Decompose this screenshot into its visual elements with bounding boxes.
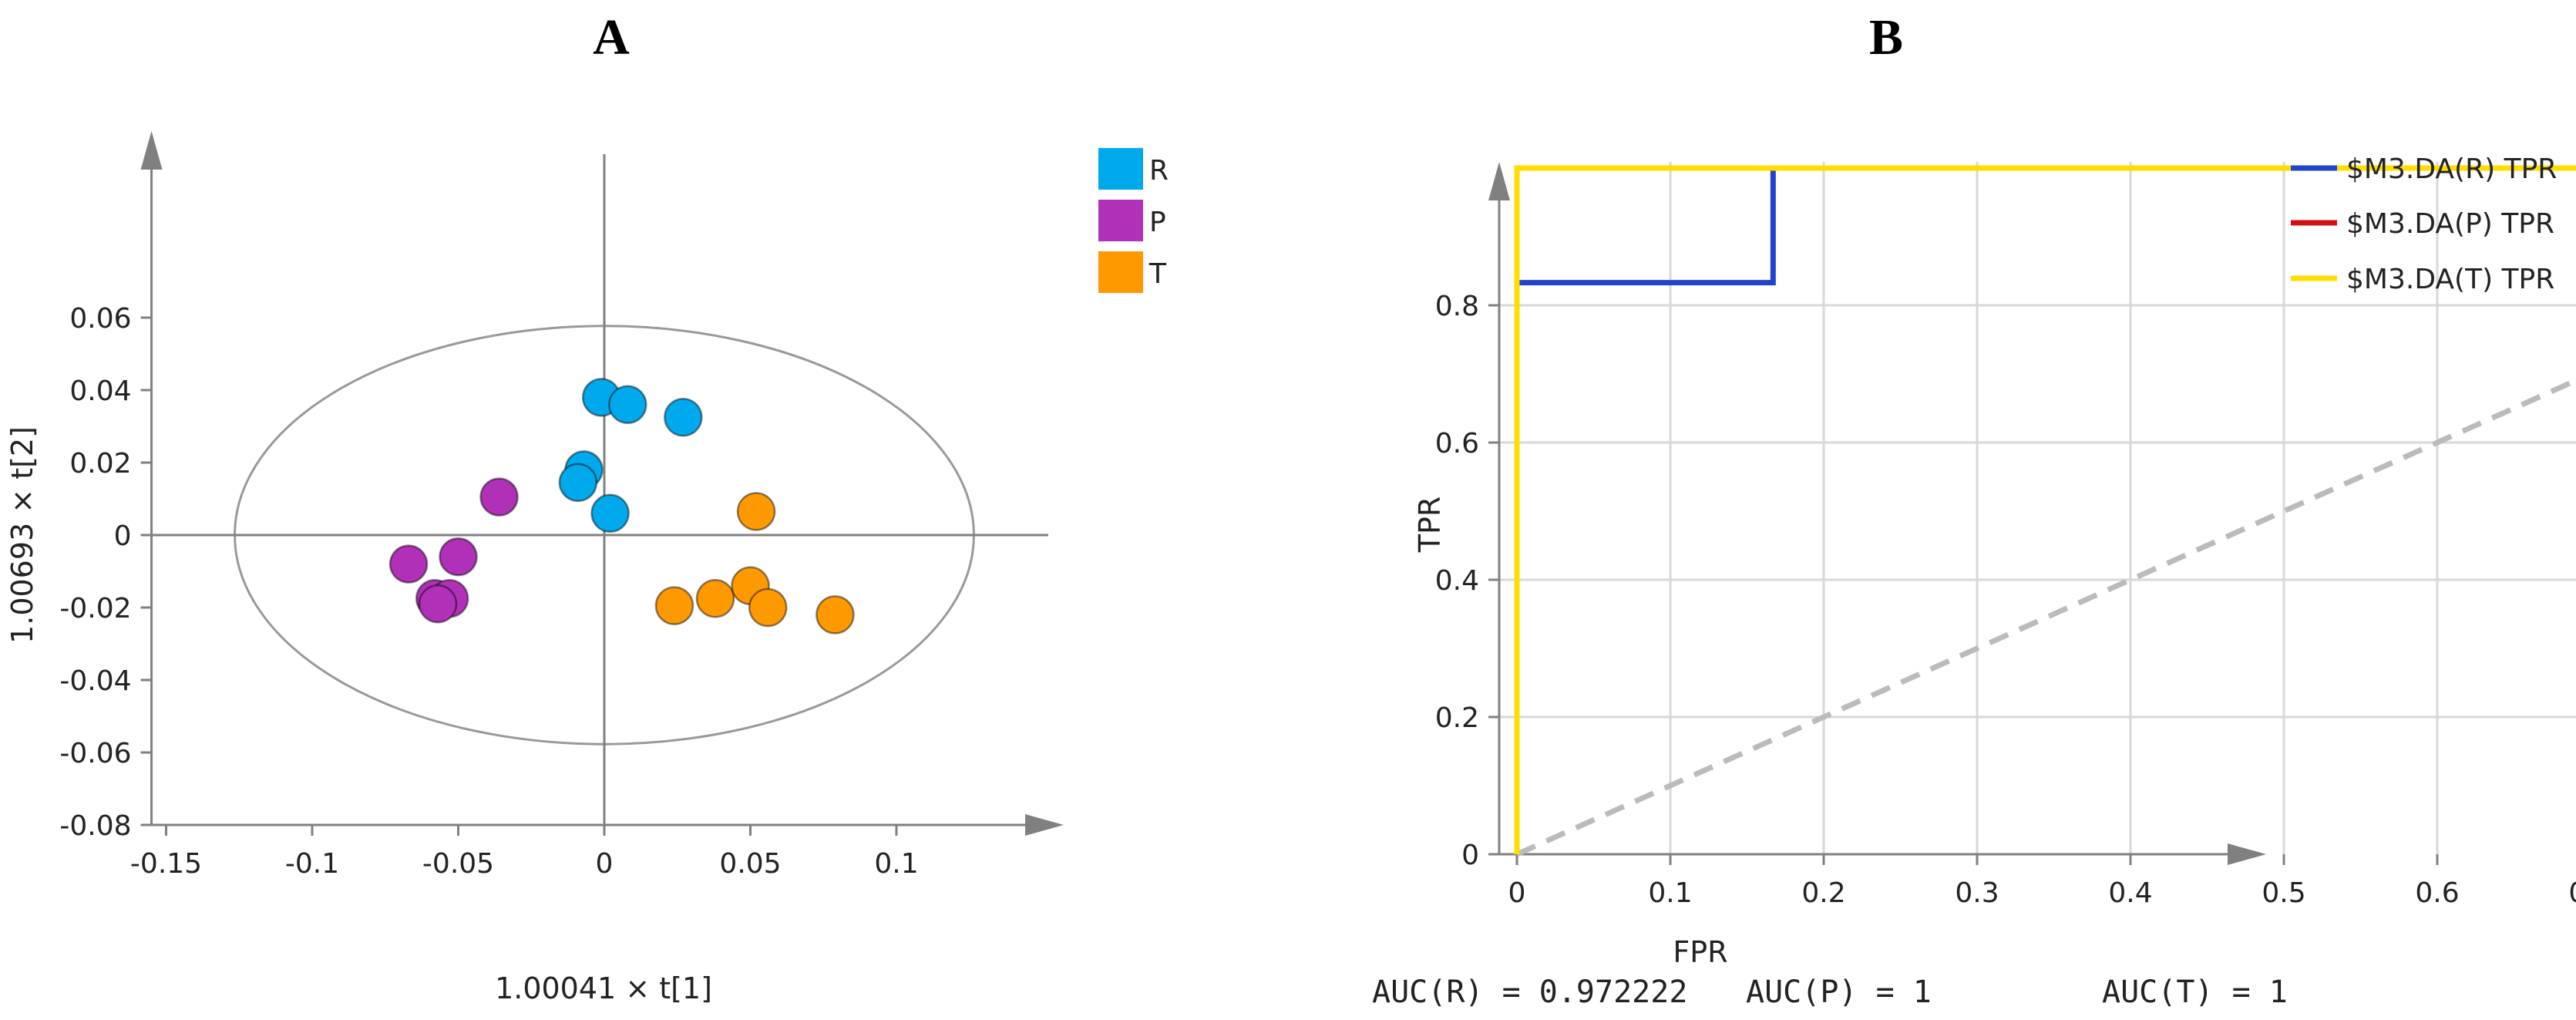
x-tick-label-b: 0.4 xyxy=(2108,877,2152,909)
x-tick-label-a: -0.1 xyxy=(285,848,339,880)
y-tick-label-a: 0.06 xyxy=(69,303,131,335)
y-tick-label-a: -0.06 xyxy=(59,738,131,769)
x-axis-title-b: FPR xyxy=(1673,935,1727,969)
roc-plot: 00.10.20.30.40.50.60.70.80.900.20.40.60.… xyxy=(1372,153,2576,1010)
legend-label-t: T xyxy=(1148,258,1167,290)
x-tick-label-b: 0.7 xyxy=(2568,877,2576,909)
auc-r: AUC(R) = 0.972222 xyxy=(1372,975,1687,1010)
point-t xyxy=(736,492,776,531)
y-tick-label-a: -0.08 xyxy=(59,810,131,842)
y-axis-arrow-b xyxy=(1488,162,1510,200)
point-p xyxy=(479,477,519,517)
y-tick-label-a: 0 xyxy=(114,520,132,552)
panel-label-a: A xyxy=(593,9,630,66)
x-tick-label-a: 0 xyxy=(596,848,614,880)
x-tick-label-b: 0.5 xyxy=(2262,877,2305,909)
y-axis-title-b: TPR xyxy=(1413,497,1447,554)
legend-swatch-r xyxy=(1098,148,1143,190)
legend-swatch-t xyxy=(1098,251,1143,293)
x-tick-label-a: -0.05 xyxy=(422,848,494,880)
point-t xyxy=(816,595,855,635)
y-tick-label-b: 0.6 xyxy=(1435,428,1479,460)
y-tick-label-a: 0.02 xyxy=(69,448,131,480)
point-r xyxy=(558,463,598,503)
point-r xyxy=(590,493,630,534)
legend-a: R P T xyxy=(1098,148,1169,293)
y-tick-label-a: -0.04 xyxy=(59,665,131,697)
legend-label-p: P xyxy=(1149,207,1166,238)
x-tick-label-a: 0.1 xyxy=(874,848,918,880)
y-tick-label-b: 0.2 xyxy=(1435,702,1479,734)
x-axis-title-a: 1.00041 × t[1] xyxy=(495,971,712,1005)
legend-label-r: R xyxy=(1149,155,1169,187)
y-axis-arrow-a xyxy=(140,131,163,170)
x-tick-label-b: 0.2 xyxy=(1801,877,1845,909)
x-tick-label-b: 0.3 xyxy=(1955,877,1999,909)
panel-label-b: B xyxy=(1869,9,1903,66)
point-r xyxy=(664,398,703,437)
y-tick-label-a: -0.02 xyxy=(59,593,131,624)
legend-label-roc-r: $M3.DA(R) TPR xyxy=(2346,153,2557,185)
roc-line-t xyxy=(1514,165,2576,854)
x-axis-arrow-b xyxy=(2228,843,2266,865)
legend-swatch-p xyxy=(1098,200,1143,241)
x-tick-label-b: 0.6 xyxy=(2415,877,2459,909)
y-tick-label-b: 0.4 xyxy=(1435,565,1479,597)
score-plot: -0.15 -0.1 -0.05 0 0.05 0.1 0.06 0.04 0.02 0 -0.02… xyxy=(5,131,1169,1005)
auc-t: AUC(T) = 1 xyxy=(2102,975,2288,1010)
y-tick-label-b: 0 xyxy=(1461,840,1479,871)
point-t xyxy=(654,586,694,625)
x-tick-label-b: 0.1 xyxy=(1648,877,1692,909)
auc-p: AUC(P) = 1 xyxy=(1746,975,1932,1010)
point-t xyxy=(748,587,788,628)
point-p xyxy=(388,544,429,584)
x-tick-label-b: 0 xyxy=(1508,877,1526,909)
y-axis-title-a: 1.00693 × t[2] xyxy=(5,426,39,644)
y-tick-label-b: 0.8 xyxy=(1435,291,1479,322)
point-p xyxy=(439,537,478,577)
point-t xyxy=(695,579,735,618)
legend-b: $M3.DA(R) TPR $M3.DA(P) TPR $M3.DA(T) TP… xyxy=(2291,153,2557,295)
y-tick-label-a: 0.04 xyxy=(69,375,131,407)
x-tick-label-a: 0.05 xyxy=(719,848,781,880)
legend-label-roc-p: $M3.DA(P) TPR xyxy=(2346,208,2554,240)
legend-label-roc-t: $M3.DA(T) TPR xyxy=(2346,264,2554,295)
point-p xyxy=(418,584,458,624)
x-axis-arrow-a xyxy=(1025,814,1064,836)
x-tick-label-a: -0.15 xyxy=(130,848,202,880)
point-r xyxy=(608,385,647,425)
